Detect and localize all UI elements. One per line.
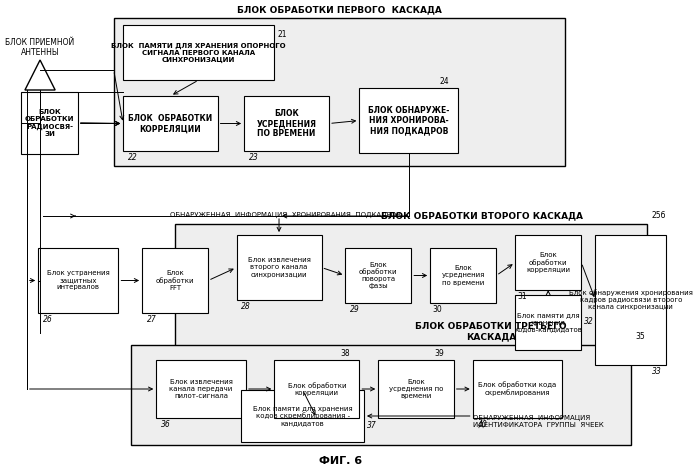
Text: БЛОК ОБРАБОТКИ ВТОРОГО КАСКАДА: БЛОК ОБРАБОТКИ ВТОРОГО КАСКАДА [381,211,583,220]
Text: Блок обнаружения хронирования
кадров радиосвязи второго
канала синхронизации: Блок обнаружения хронирования кадров рад… [569,290,693,310]
Text: 39: 39 [435,349,444,358]
Bar [345,248,412,303]
Bar [515,295,581,350]
Text: ФИГ. 6: ФИГ. 6 [318,456,362,466]
Text: 35: 35 [635,332,645,341]
Text: 33: 33 [652,367,662,376]
Bar [175,224,648,359]
Text: Блок памяти для
хранения
кодов-кандидатов: Блок памяти для хранения кодов-кандидато… [514,312,582,332]
Text: 36: 36 [161,420,171,429]
Bar [430,248,496,303]
Text: БЛОК
УСРЕДНЕНИЯ
ПО ВРЕМЕНИ: БЛОК УСРЕДНЕНИЯ ПО ВРЕМЕНИ [257,109,316,138]
Bar [596,235,666,365]
Bar [113,18,565,166]
Bar [21,92,78,154]
Bar [359,88,458,153]
Bar [156,360,246,418]
Bar [237,235,321,300]
Text: БЛОК
ОБРАБОТКИ
РАДИОСВЯ-
ЗИ: БЛОК ОБРАБОТКИ РАДИОСВЯ- ЗИ [25,109,74,137]
Text: БЛОК ОБРАБОТКИ ТРЕТЬЕГО
КАСКАДА: БЛОК ОБРАБОТКИ ТРЕТЬЕГО КАСКАДА [415,321,567,341]
Text: 31: 31 [517,292,526,301]
Text: Блок памяти для хранения
кодов скремблирования -
кандидатов: Блок памяти для хранения кодов скремблир… [253,405,352,427]
Bar [123,96,218,151]
Text: Блок
обработки
FFT: Блок обработки FFT [156,270,195,291]
Text: Блок обработки
корреляции: Блок обработки корреляции [288,382,346,396]
Text: ОБНАРУЖЕННАЯ  ИНФОРМАЦИЯ  ХРОНИРОВАНИЯ  ПОДКАДРОВ: ОБНАРУЖЕННАЯ ИНФОРМАЦИЯ ХРОНИРОВАНИЯ ПОД… [170,212,401,218]
Bar [38,248,118,313]
Text: Блок
обработки
поворота
фазы: Блок обработки поворота фазы [359,262,398,290]
Bar [274,360,359,418]
Text: 28: 28 [241,302,251,311]
Bar [123,25,274,80]
Text: БЛОК  ПАМЯТИ ДЛЯ ХРАНЕНИЯ ОПОРНОГО
СИГНАЛА ПЕРВОГО КАНАЛА
СИНХРОНИЗАЦИИ: БЛОК ПАМЯТИ ДЛЯ ХРАНЕНИЯ ОПОРНОГО СИГНАЛ… [111,42,286,63]
Text: 40: 40 [477,420,487,429]
Text: 25б: 25б [651,211,666,220]
Text: ОБНАРУЖЕННАЯ  ИНФОРМАЦИЯ
ИДЕНТИФИКАТОРА  ГРУППЫ  ЯЧЕЕК: ОБНАРУЖЕННАЯ ИНФОРМАЦИЯ ИДЕНТИФИКАТОРА Г… [473,415,603,428]
Text: БЛОК ПРИЕМНОЙ
АНТЕННЫ: БЛОК ПРИЕМНОЙ АНТЕННЫ [6,37,75,57]
Text: Блок
усреднения
по времени: Блок усреднения по времени [442,265,485,285]
Text: 24: 24 [440,77,449,86]
Text: 37: 37 [367,421,377,430]
Text: Блок извлечения
второго канала
синхронизации: Блок извлечения второго канала синхрониз… [248,257,311,277]
Bar [515,235,581,290]
Bar [241,390,364,442]
Text: 32: 32 [584,318,594,327]
Text: 26: 26 [43,315,52,324]
Text: Блок извлечения
канала передачи
пилот-сигнала: Блок извлечения канала передачи пилот-си… [169,379,232,399]
Bar [142,248,208,313]
Bar [473,360,562,418]
Bar [131,345,631,445]
Bar [378,360,454,418]
Text: 21: 21 [277,30,286,39]
Text: 22: 22 [128,153,138,162]
Text: 27: 27 [147,315,157,324]
Text: Блок
обработки
корреляции: Блок обработки корреляции [526,252,570,273]
Text: 38: 38 [340,349,350,358]
Text: БЛОК ОБНАРУЖЕ-
НИЯ ХРОНИРОВА-
НИЯ ПОДКАДРОВ: БЛОК ОБНАРУЖЕ- НИЯ ХРОНИРОВА- НИЯ ПОДКАД… [368,106,449,136]
Text: БЛОК ОБРАБОТКИ ПЕРВОГО  КАСКАДА: БЛОК ОБРАБОТКИ ПЕРВОГО КАСКАДА [237,5,442,14]
Bar [244,96,329,151]
Text: 30: 30 [432,305,442,314]
Text: Блок
усреднения по
времени: Блок усреднения по времени [389,379,443,399]
Text: Блок обработки кода
скремблирования: Блок обработки кода скремблирования [478,382,556,396]
Text: Блок устранения
защитных
интервалов: Блок устранения защитных интервалов [47,271,110,291]
Text: БЛОК  ОБРАБОТКИ
КОРРЕЛЯЦИИ: БЛОК ОБРАБОТКИ КОРРЕЛЯЦИИ [128,114,213,133]
Text: 23: 23 [248,153,258,162]
Text: 29: 29 [350,305,360,314]
